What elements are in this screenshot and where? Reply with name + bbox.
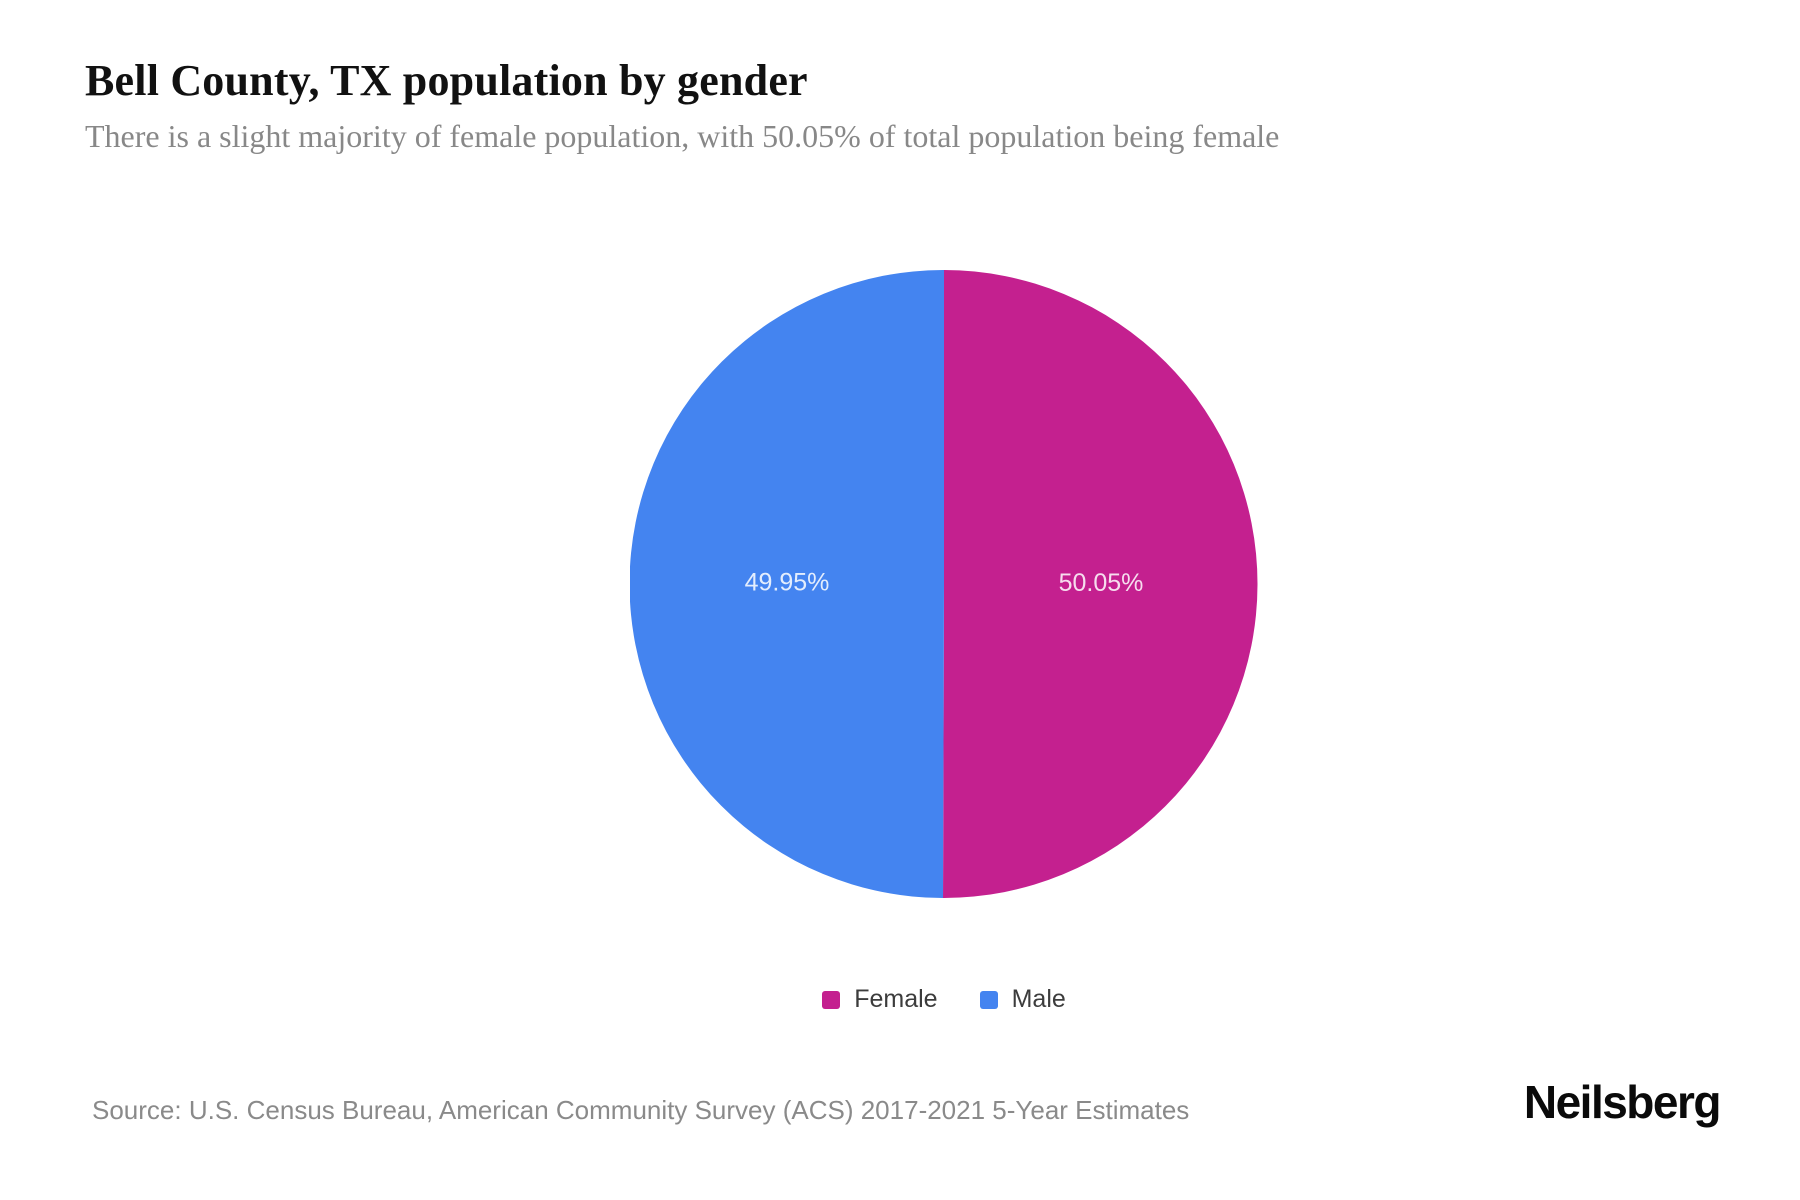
brand-logo: Neilsberg: [1523, 1076, 1722, 1128]
pie-slice-label-female: 50.05%: [1059, 569, 1144, 597]
chart-legend: Female Male: [630, 985, 1258, 1014]
pie-chart-svg: 50.05% 49.95%: [630, 270, 1258, 898]
source-note: Source: U.S. Census Bureau, American Com…: [92, 1095, 1190, 1125]
legend-swatch-male: [979, 990, 998, 1009]
legend-item-female[interactable]: Female: [822, 985, 938, 1014]
pie-chart: 50.05% 49.95%: [630, 270, 1258, 898]
legend-label: Female: [854, 985, 938, 1013]
legend-label: Male: [1011, 985, 1066, 1013]
legend-swatch-female: [822, 990, 841, 1009]
pie-slice-female[interactable]: [943, 270, 1258, 898]
legend-item-male[interactable]: Male: [979, 985, 1066, 1014]
page-title: Bell County, TX population by gender: [85, 56, 808, 105]
page-subtitle: There is a slight majority of female pop…: [85, 118, 1280, 154]
pie-slice-male[interactable]: [630, 270, 944, 898]
pie-slice-label-male: 49.95%: [745, 568, 830, 596]
